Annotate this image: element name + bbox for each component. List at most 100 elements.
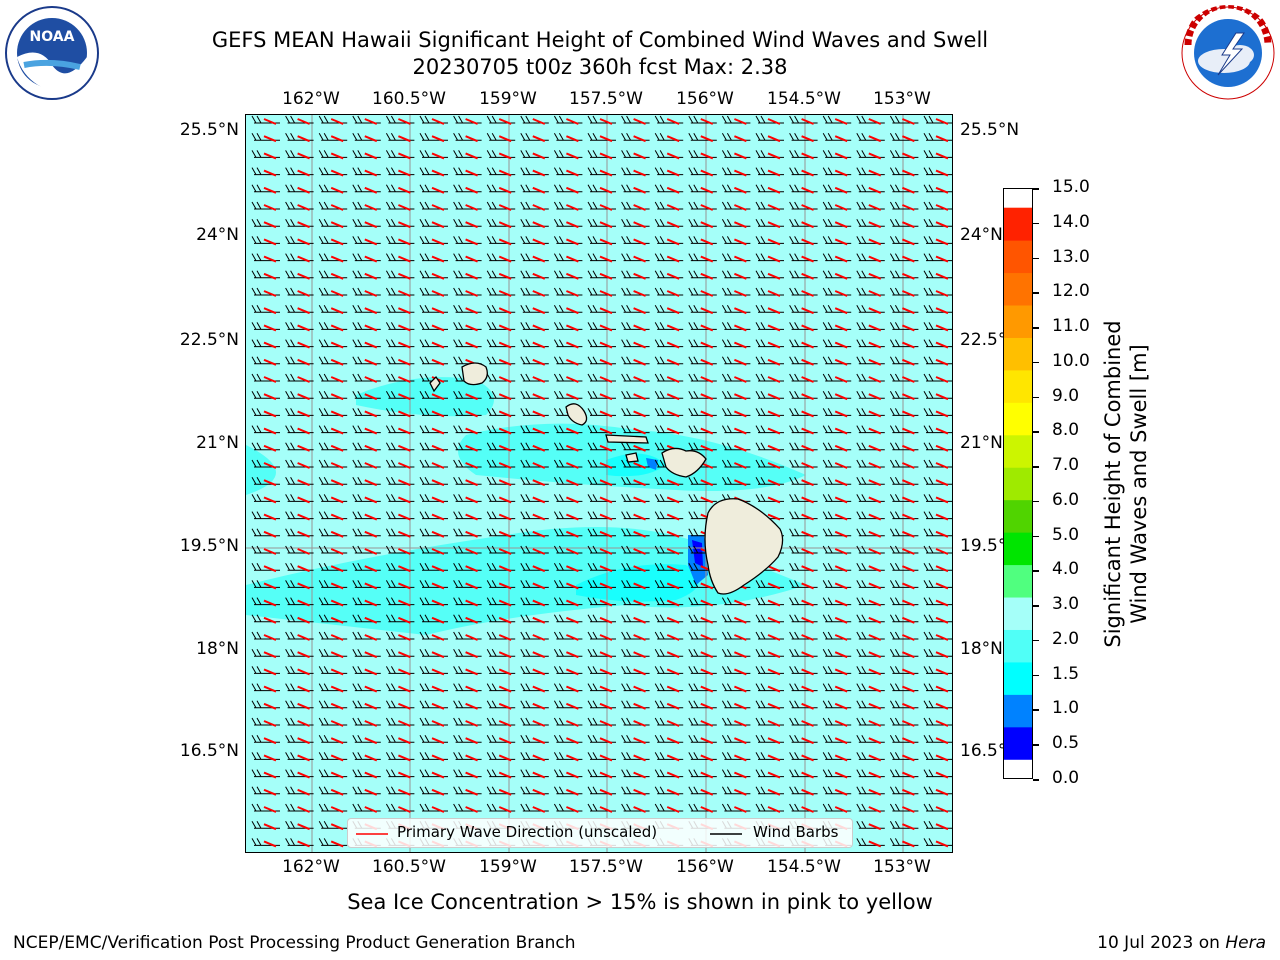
wave-direction-arrow [398, 806, 411, 813]
wave-direction-arrow [834, 393, 848, 401]
wave-direction-arrow [297, 462, 310, 469]
wave-direction-arrow [398, 668, 411, 676]
wave-direction-arrow [700, 806, 714, 813]
colorbar-tick-mark [1033, 500, 1039, 503]
wave-direction-arrow [801, 186, 814, 194]
wave-direction-arrow [263, 513, 277, 521]
wave-direction-arrow [868, 720, 882, 727]
wave-direction-arrow [666, 427, 680, 435]
wave-direction-arrow [498, 702, 512, 710]
wave-direction-arrow [297, 513, 310, 521]
wave-direction-arrow [734, 393, 747, 401]
wave-direction-arrow [566, 530, 579, 538]
wave-direction-arrow [935, 290, 949, 297]
wave-direction-arrow [902, 238, 915, 246]
wave-direction-arrow [734, 255, 747, 263]
wave-direction-arrow [330, 444, 344, 452]
wave-direction-arrow [700, 307, 714, 315]
wave-direction-arrow [666, 204, 680, 211]
wave-direction-arrow [498, 307, 512, 315]
wave-direction-arrow [801, 324, 814, 332]
wave-direction-arrow [297, 221, 310, 229]
nws-logo-icon [1181, 5, 1275, 100]
wave-direction-arrow [767, 565, 781, 573]
colorbar-tick-mark [1033, 292, 1039, 294]
wave-direction-arrow [566, 444, 579, 452]
wave-direction-arrow [935, 806, 949, 813]
wave-direction-arrow [498, 806, 512, 813]
wave-direction-arrow [834, 599, 848, 607]
wave-direction-arrow [834, 582, 848, 590]
wave-direction-arrow [734, 479, 747, 487]
wave-direction-arrow [297, 651, 310, 659]
wave-direction-arrow [398, 530, 411, 538]
wave-direction-arrow [364, 668, 378, 676]
wave-direction-arrow [566, 169, 579, 177]
wave-direction-arrow [801, 427, 814, 435]
wave-direction-arrow [263, 358, 277, 366]
wave-direction-arrow [767, 272, 781, 280]
wave-direction-arrow [532, 393, 546, 401]
wave-direction-arrow [498, 410, 512, 418]
wave-direction-arrow [935, 548, 949, 555]
wave-direction-arrow [700, 341, 714, 349]
wave-direction-arrow [566, 272, 579, 280]
wave-direction-arrow [666, 668, 680, 676]
wave-direction-arrow [633, 668, 646, 676]
wave-direction-arrow [767, 702, 781, 710]
wave-direction-arrow [599, 358, 613, 366]
wave-direction-arrow [297, 186, 310, 194]
wave-direction-arrow [599, 668, 613, 676]
wave-direction-arrow [868, 135, 882, 143]
wave-direction-arrow [431, 582, 445, 590]
wave-direction-arrow [330, 685, 344, 693]
wave-direction-arrow [263, 221, 277, 229]
wave-direction-arrow [465, 290, 478, 297]
wave-direction-arrow [364, 238, 378, 246]
wave-direction-arrow [364, 152, 378, 160]
wave-direction-arrow [465, 427, 478, 435]
wave-direction-arrow [465, 135, 478, 143]
wave-direction-arrow [465, 462, 478, 469]
wave-direction-arrow [633, 616, 646, 624]
wave-direction-arrow [330, 204, 344, 211]
colorbar-swatch [1004, 467, 1032, 501]
wave-direction-arrow [633, 513, 646, 521]
wave-direction-arrow [801, 152, 814, 160]
island-big-island [704, 498, 784, 595]
wave-direction-arrow [801, 341, 814, 349]
wave-direction-arrow [465, 668, 478, 676]
wave-direction-arrow [868, 616, 882, 624]
wave-direction-arrow [465, 169, 478, 177]
wave-direction-arrow [801, 290, 814, 297]
lon-tick-top: 157.5°W [569, 89, 643, 109]
wave-direction-arrow [263, 496, 277, 504]
wave-direction-arrow [297, 737, 310, 745]
colorbar-tick-label: 11.0 [1052, 316, 1090, 337]
wave-direction-arrow [431, 118, 445, 125]
colorbar-tick-mark [1033, 188, 1039, 190]
wave-direction-arrow [666, 410, 680, 418]
wave-direction-arrow [666, 720, 680, 727]
wave-direction-arrow [566, 513, 579, 521]
wave-direction-arrow [364, 530, 378, 538]
wave-direction-arrow [801, 272, 814, 280]
wave-direction-arrow [902, 255, 915, 263]
wave-direction-arrow [801, 599, 814, 607]
footer-date: 10 Jul 2023 on Hera [1097, 933, 1266, 953]
wave-direction-arrow [801, 582, 814, 590]
wave-direction-legend-icon [356, 833, 388, 835]
wave-direction-arrow [465, 393, 478, 401]
wave-direction-arrow [566, 307, 579, 315]
wave-direction-arrow [297, 358, 310, 366]
wave-direction-arrow [801, 668, 814, 676]
wave-direction-arrow [666, 685, 680, 693]
colorbar-tick-label: 1.0 [1052, 698, 1080, 719]
wave-direction-arrow [532, 530, 546, 538]
wave-direction-arrow [498, 376, 512, 383]
wave-direction-arrow [633, 410, 646, 418]
wave-direction-arrow [700, 186, 714, 194]
wave-direction-arrow [834, 307, 848, 315]
wave-direction-arrow [868, 737, 882, 745]
wave-direction-arrow [263, 204, 277, 211]
